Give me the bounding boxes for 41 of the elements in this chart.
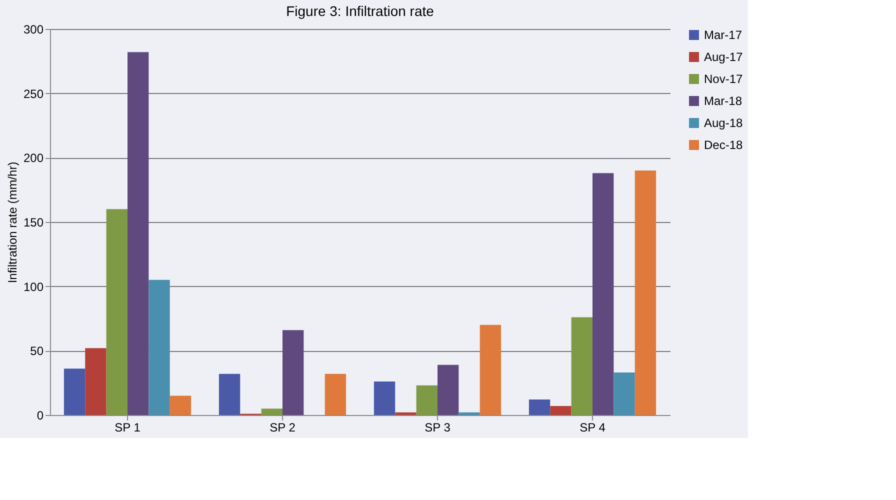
x-tick-label: SP 1 <box>114 420 141 434</box>
bar <box>128 52 149 415</box>
y-tick-label: 250 <box>23 86 44 101</box>
bar <box>218 374 240 415</box>
bar <box>106 209 128 415</box>
bar <box>571 317 592 415</box>
legend-label: Mar-18 <box>704 94 742 108</box>
y-tick-label: 150 <box>23 216 44 230</box>
y-tick-label: 100 <box>23 280 44 294</box>
y-tick-label: 300 <box>23 22 44 36</box>
bar <box>85 348 106 415</box>
bar <box>148 280 170 415</box>
x-tick-label: SP 3 <box>424 420 451 434</box>
bar <box>458 412 480 415</box>
bar <box>438 364 459 415</box>
bar <box>480 324 502 415</box>
bar <box>416 385 438 415</box>
x-tick-label: SP 4 <box>580 420 606 434</box>
bar <box>634 170 656 415</box>
legend-label: Aug-18 <box>704 116 744 130</box>
bar <box>64 368 86 415</box>
y-tick-label: 0 <box>36 408 44 422</box>
bar <box>374 382 396 415</box>
bar <box>261 408 282 415</box>
chart-title: Figure 3: Infiltration rate <box>286 3 434 19</box>
bar <box>592 173 614 415</box>
legend-label: Mar-17 <box>704 28 742 42</box>
bar <box>324 374 346 415</box>
y-tick-label: 50 <box>30 344 44 358</box>
bar <box>395 412 416 415</box>
y-tick-label: 200 <box>23 151 44 166</box>
legend-label: Nov-17 <box>704 72 744 86</box>
y-axis-title: Infiltration rate (mm/hr) <box>5 162 20 284</box>
bar <box>550 406 572 415</box>
bar <box>282 330 304 415</box>
bar <box>170 396 192 415</box>
legend-label: Aug-17 <box>704 50 744 64</box>
legend-label: Dec-18 <box>704 138 744 152</box>
bar <box>614 372 635 415</box>
bar <box>528 400 550 415</box>
x-tick-label: SP 2 <box>270 420 296 434</box>
